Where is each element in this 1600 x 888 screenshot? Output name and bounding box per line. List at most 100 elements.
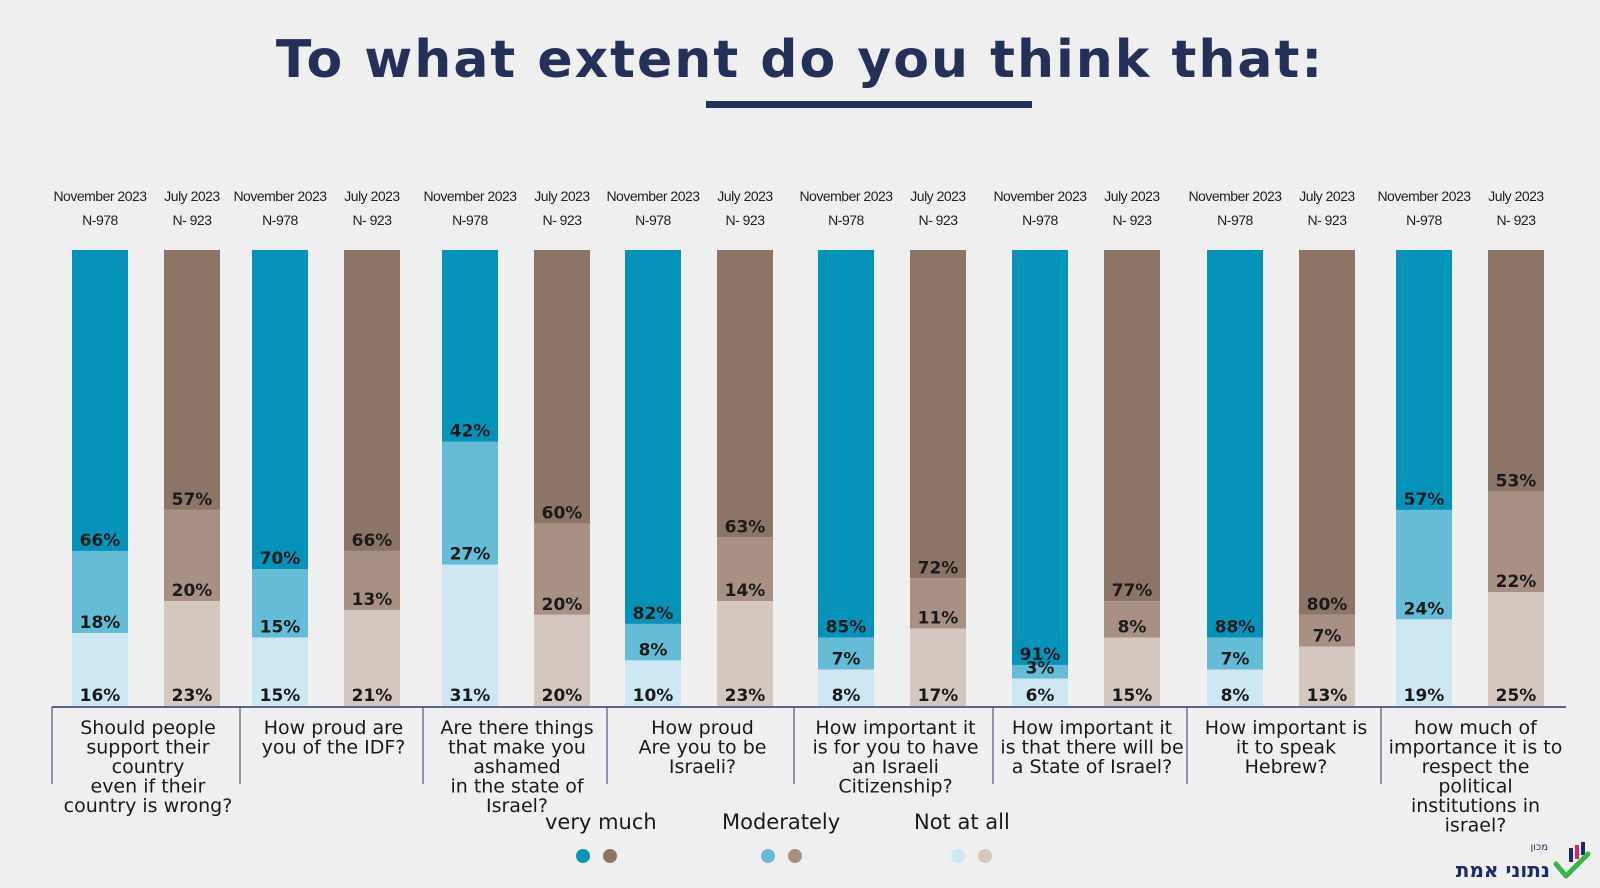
question-label: respect the — [1422, 756, 1530, 778]
bar-segment-not-at-all — [252, 637, 308, 706]
value-label-moderately: 20% — [172, 581, 213, 601]
value-label-moderately: 11% — [918, 608, 959, 628]
bar-period-label: July 2023 — [717, 188, 773, 204]
bar-sample-size-label: N-978 — [82, 212, 118, 228]
bar-sample-size-label: N-978 — [452, 212, 488, 228]
bar-segment-very-much — [1396, 250, 1452, 510]
value-label-very-much: 57% — [1404, 490, 1445, 510]
bar-segment-very-much — [818, 250, 874, 638]
question-label: Israeli? — [669, 756, 736, 778]
question-label: an Israeli — [852, 756, 939, 778]
logo: מכון נתוני אמת — [1456, 842, 1592, 886]
bar-period-label: July 2023 — [164, 188, 220, 204]
legend-label: Not at all — [914, 810, 1010, 834]
bar-period-label: November 2023 — [606, 188, 700, 204]
question-label: How important is — [1205, 717, 1368, 739]
question-label: that make you — [448, 737, 586, 759]
question-label: Should people — [80, 717, 216, 739]
value-label-moderately: 7% — [1313, 627, 1342, 647]
chart-title: To what extent do you think that: — [275, 30, 1325, 90]
value-label-very-much: 82% — [633, 604, 674, 624]
logo-text: נתוני אמת — [1455, 858, 1550, 882]
bar-period-label: July 2023 — [1299, 188, 1355, 204]
bar-sample-size-label: N-978 — [828, 212, 864, 228]
bar-period-label: July 2023 — [344, 188, 400, 204]
bar-sample-size-label: N- 923 — [542, 212, 582, 228]
bar-period-label: November 2023 — [799, 188, 893, 204]
bar-segment-not-at-all — [72, 633, 128, 706]
question-label: importance it is to — [1389, 737, 1563, 759]
bar-segment-moderately — [344, 550, 400, 611]
value-label-not-at-all: 23% — [725, 686, 766, 706]
question-label: Citizenship? — [838, 776, 952, 798]
checkmark-logo-icon — [1553, 842, 1591, 879]
value-label-not-at-all: 17% — [918, 686, 959, 706]
value-label-moderately: 7% — [1221, 650, 1250, 670]
value-label-very-much: 88% — [1215, 618, 1256, 638]
bar-segment-very-much — [1104, 250, 1160, 602]
question-label: is for you to have — [812, 737, 978, 759]
question-label: a State of Israel? — [1012, 756, 1172, 778]
bar-segment-moderately — [1299, 614, 1355, 647]
bar-segment-moderately — [164, 509, 220, 602]
value-label-moderately: 8% — [639, 640, 668, 660]
bar-segment-very-much — [534, 250, 590, 524]
value-label-not-at-all: 21% — [352, 686, 393, 706]
value-label-very-much: 72% — [918, 558, 959, 578]
bar-segment-moderately — [1488, 491, 1544, 592]
bar-segment-very-much — [442, 250, 498, 442]
value-label-very-much: 70% — [260, 549, 301, 569]
value-label-moderately: 18% — [80, 613, 121, 633]
bar-segment-not-at-all — [344, 610, 400, 706]
logo-small-text: מכון — [1530, 842, 1548, 853]
value-label-moderately: 15% — [260, 618, 301, 638]
value-label-moderately: 20% — [542, 595, 583, 615]
bar-segment-very-much — [1488, 250, 1544, 492]
bar-segment-not-at-all — [442, 564, 498, 706]
value-label-very-much: 63% — [725, 517, 766, 537]
value-label-very-much: 57% — [172, 490, 213, 510]
value-label-not-at-all: 15% — [260, 686, 301, 706]
value-label-very-much: 53% — [1496, 472, 1537, 492]
bar-segment-not-at-all — [625, 660, 681, 706]
bar-segment-very-much — [910, 250, 966, 579]
value-label-not-at-all: 13% — [1307, 686, 1348, 706]
bar-segment-very-much — [164, 250, 220, 510]
bar-segment-moderately — [717, 537, 773, 602]
value-label-very-much: 66% — [352, 531, 393, 551]
bar-sample-size-label: N- 923 — [1307, 212, 1347, 228]
bar-period-label: November 2023 — [1188, 188, 1282, 204]
question-label: is that there will be — [1000, 737, 1183, 759]
bar-sample-size-label: N-978 — [1022, 212, 1058, 228]
bar-sample-size-label: N-978 — [1217, 212, 1253, 228]
value-label-moderately: 14% — [725, 581, 766, 601]
value-label-not-at-all: 8% — [1221, 686, 1250, 706]
question-label: support their — [86, 737, 209, 759]
bar-segment-not-at-all — [910, 628, 966, 706]
question-label: even if their — [91, 776, 206, 798]
bar-sample-size-label: N-978 — [262, 212, 298, 228]
bar-segment-not-at-all — [1104, 637, 1160, 706]
question-label: political — [1438, 776, 1512, 798]
value-label-moderately: 8% — [1118, 618, 1147, 638]
legend-swatch — [951, 849, 965, 863]
bar-sample-size-label: N- 923 — [1112, 212, 1152, 228]
bar-segment-not-at-all — [164, 601, 220, 706]
value-label-not-at-all: 19% — [1404, 686, 1445, 706]
question-label: ashamed — [473, 756, 561, 778]
legend-swatch — [761, 849, 775, 863]
value-label-moderately: 27% — [450, 545, 491, 565]
question-label: Hebrew? — [1245, 756, 1328, 778]
question-label: How important it — [1012, 717, 1172, 739]
value-label-moderately: 7% — [832, 650, 861, 670]
bar-period-label: November 2023 — [1377, 188, 1471, 204]
bar-segment-not-at-all — [1299, 646, 1355, 706]
value-label-very-much: 91% — [1020, 645, 1061, 665]
bar-segment-moderately — [1396, 509, 1452, 620]
value-label-very-much: 77% — [1112, 581, 1153, 601]
value-label-not-at-all: 25% — [1496, 686, 1537, 706]
value-label-very-much: 42% — [450, 422, 491, 442]
question-label: how much of — [1414, 717, 1538, 739]
bar-sample-size-label: N- 923 — [172, 212, 212, 228]
